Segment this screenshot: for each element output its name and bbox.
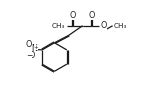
Text: CH₃: CH₃	[52, 23, 65, 29]
Text: +: +	[34, 45, 38, 50]
Text: O: O	[26, 40, 32, 49]
Text: CH₃: CH₃	[113, 23, 127, 29]
Text: O: O	[28, 51, 34, 60]
Text: O: O	[89, 11, 95, 20]
Text: N: N	[31, 44, 37, 53]
Text: −: −	[26, 51, 32, 60]
Text: O: O	[100, 21, 107, 30]
Text: O: O	[70, 11, 76, 20]
